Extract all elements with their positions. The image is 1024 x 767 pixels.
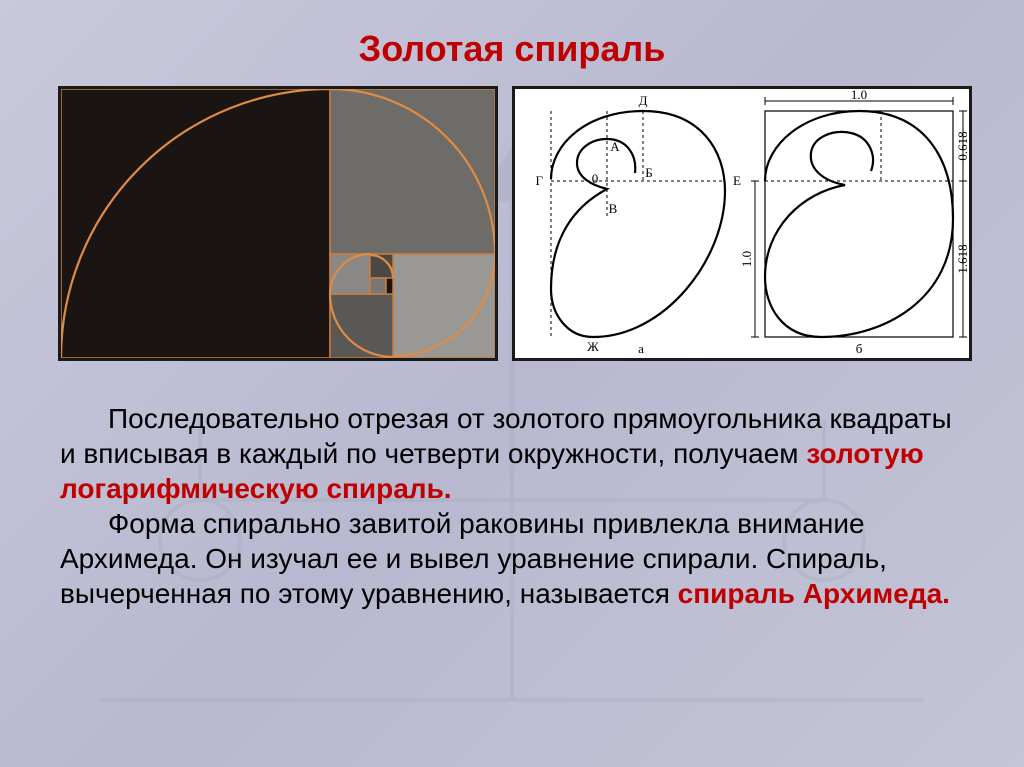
- p2-highlight: спираль Архимеда.: [678, 578, 950, 609]
- svg-text:0: 0: [592, 171, 599, 186]
- svg-text:Д: Д: [639, 93, 648, 108]
- body-text: Последовательно отрезая от золотого прям…: [0, 361, 1024, 611]
- svg-text:а: а: [638, 341, 644, 356]
- svg-text:В: В: [609, 201, 618, 216]
- svg-text:1.0: 1.0: [851, 89, 867, 102]
- svg-text:А: А: [610, 139, 620, 154]
- svg-text:1.618: 1.618: [955, 244, 969, 273]
- svg-text:Е: Е: [733, 173, 741, 188]
- figures-row: Д А Б Г В Е Ж 0 а 1.0 0.618 1.618 1.0 б: [0, 86, 1024, 361]
- svg-text:Ж: Ж: [587, 339, 599, 354]
- figure-left-golden-rect: [58, 86, 498, 361]
- svg-text:Б: Б: [645, 165, 652, 180]
- svg-text:0.618: 0.618: [955, 131, 969, 160]
- svg-text:1.0: 1.0: [739, 251, 754, 267]
- svg-text:Г: Г: [535, 173, 543, 188]
- page-title: Золотая спираль: [0, 0, 1024, 86]
- figure-right-diagrams: Д А Б Г В Е Ж 0 а 1.0 0.618 1.618 1.0 б: [512, 86, 972, 361]
- svg-text:б: б: [856, 341, 863, 356]
